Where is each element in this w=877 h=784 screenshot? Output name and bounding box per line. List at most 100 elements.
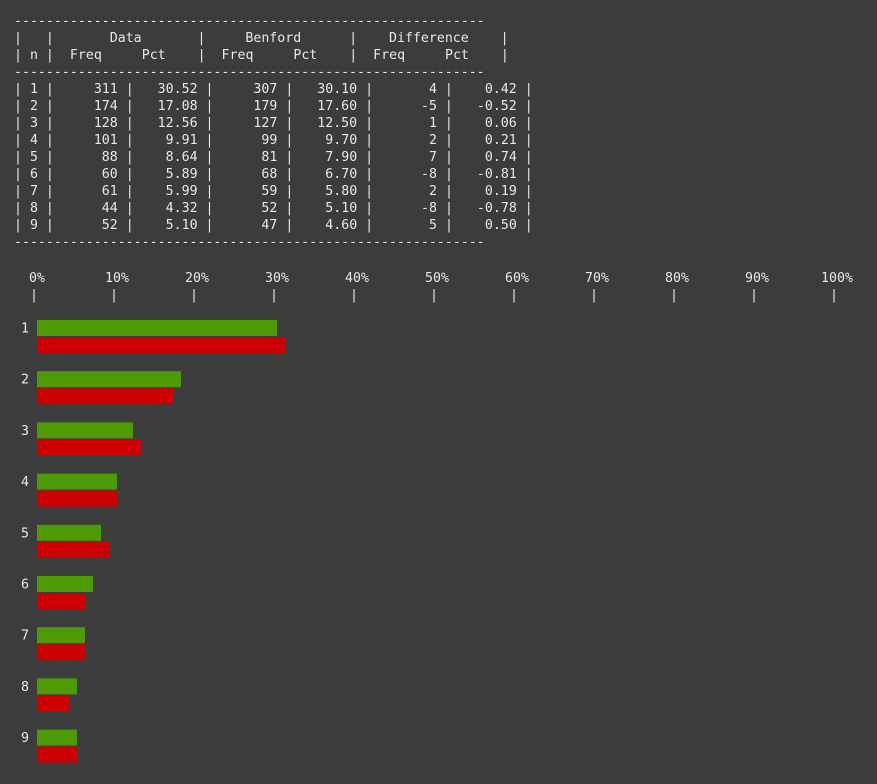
x-tick-label: 0%: [29, 271, 45, 286]
table-cell: 47: [261, 218, 278, 233]
data-bar: [37, 320, 277, 336]
header-group-label: Benford: [245, 31, 302, 46]
table-cell: -0.52: [476, 99, 517, 114]
data-bar: [37, 473, 117, 490]
y-category-label: 1: [21, 322, 29, 337]
data-bar: [37, 627, 85, 644]
data-bar: [37, 678, 77, 695]
table-cell: 6.70: [325, 167, 358, 182]
table-cell: 9.70: [325, 133, 358, 148]
table-cell: 0.50: [484, 218, 517, 233]
benford-bar: [37, 746, 77, 763]
x-tick-label: 20%: [185, 271, 209, 286]
x-tick-mark: |: [190, 288, 198, 303]
header-group-label: Difference: [388, 31, 469, 46]
table-cell: 9.91: [165, 133, 198, 148]
x-tick-mark: |: [670, 288, 678, 303]
table-rule: ----------------------------------------…: [14, 65, 485, 80]
table-row: | 4 | 101 | 9.91 | 99 | 9.70 | 2 | 0.21 …: [14, 133, 533, 148]
table-cell: 2: [429, 133, 437, 148]
table-cell: -5: [420, 99, 437, 114]
table-cell: 4: [428, 82, 437, 97]
row-digit: 4: [29, 133, 38, 148]
x-tick-mark: |: [510, 288, 518, 303]
table-cell: 5.10: [165, 218, 198, 233]
table-column-header: | n | Freq Pct | Freq Pct | Freq Pct |: [14, 48, 509, 63]
y-category-label: 7: [21, 629, 29, 644]
table-cell: 4.32: [165, 201, 198, 216]
column-header: Pct: [444, 48, 469, 63]
x-tick-label: 70%: [585, 271, 609, 286]
y-category-label: 2: [21, 373, 29, 388]
table-cell: 52: [101, 218, 118, 233]
table-cell: 7: [429, 150, 437, 165]
x-tick-mark: |: [30, 288, 38, 303]
y-category-label: 4: [21, 475, 29, 490]
x-tick-label: 60%: [505, 271, 529, 286]
table-cell: 311: [93, 82, 118, 97]
table-cell: 0.42: [484, 82, 517, 97]
x-tick-mark: |: [830, 288, 838, 303]
row-digit: 7: [29, 184, 38, 199]
table-cell: 5.80: [325, 184, 358, 199]
benford-bar: [37, 644, 85, 661]
table-cell: 8.64: [165, 150, 198, 165]
row-digit: 2: [29, 99, 38, 114]
x-tick-label: 50%: [425, 271, 449, 286]
table-cell: 1: [428, 116, 437, 131]
table-row: | 1 | 311 | 30.52 | 307 | 30.10 | 4 | 0.…: [14, 82, 533, 97]
table-row: | 5 | 88 | 8.64 | 81 | 7.90 | 7 | 0.74 |: [14, 150, 533, 165]
x-tick-label: 40%: [345, 271, 369, 286]
data-bar: [37, 576, 93, 592]
table-cell: 0.19: [484, 184, 517, 199]
table-row: | 7 | 61 | 5.99 | 59 | 5.80 | 2 | 0.19 |: [14, 184, 533, 199]
x-tick-mark: |: [350, 288, 358, 303]
column-header: Freq: [373, 48, 406, 63]
table-cell: 61: [101, 184, 118, 199]
table-cell: 101: [93, 133, 118, 148]
x-tick-mark: |: [110, 288, 118, 303]
table-cell: 99: [261, 133, 278, 148]
table-group-header: | | Data | Benford | Difference |: [14, 31, 509, 46]
y-category-label: 8: [21, 680, 29, 695]
table-cell: 307: [253, 82, 278, 97]
column-header: Freq: [221, 48, 254, 63]
header-group-label: Data: [109, 31, 142, 46]
table-cell: 12.56: [157, 116, 198, 131]
table-cell: -0.78: [476, 201, 517, 216]
x-tick-label: 80%: [665, 271, 689, 286]
table-cell: 5.99: [165, 184, 198, 199]
table-rule: ----------------------------------------…: [14, 14, 485, 29]
table-cell: 5: [429, 218, 437, 233]
table-cell: 30.52: [157, 82, 198, 97]
table-cell: 0.74: [484, 150, 517, 165]
table-cell: 0.21: [484, 133, 517, 148]
table-rule: ----------------------------------------…: [14, 235, 485, 250]
benford-bar: [37, 593, 85, 609]
y-category-label: 3: [21, 424, 29, 439]
benford-bar: [37, 695, 69, 712]
y-category-label: 6: [21, 578, 29, 593]
table-cell: 5.10: [325, 201, 358, 216]
benford-bar: [37, 337, 285, 353]
x-tick-label: 100%: [821, 271, 853, 286]
table-cell: 59: [261, 184, 278, 199]
y-category-label: 9: [21, 731, 29, 746]
table-cell: 0.06: [484, 116, 517, 131]
x-tick-label: 90%: [745, 271, 769, 286]
x-tick-label: 10%: [105, 271, 129, 286]
table-row: | 8 | 44 | 4.32 | 52 | 5.10 | -8 | -0.78…: [14, 201, 533, 216]
row-digit: 3: [29, 116, 38, 131]
table-cell: 88: [101, 150, 118, 165]
row-digit: 9: [29, 218, 38, 233]
x-tick-mark: |: [430, 288, 438, 303]
table-bottom-rule: ----------------------------------------…: [14, 235, 485, 250]
table-top-rule: ----------------------------------------…: [14, 14, 485, 29]
x-tick-mark: |: [590, 288, 598, 303]
data-bar: [37, 524, 101, 541]
benford-bar: [37, 490, 117, 507]
row-label-header: n: [29, 48, 38, 63]
table-cell: 17.08: [157, 99, 198, 114]
table-cell: 127: [253, 116, 278, 131]
